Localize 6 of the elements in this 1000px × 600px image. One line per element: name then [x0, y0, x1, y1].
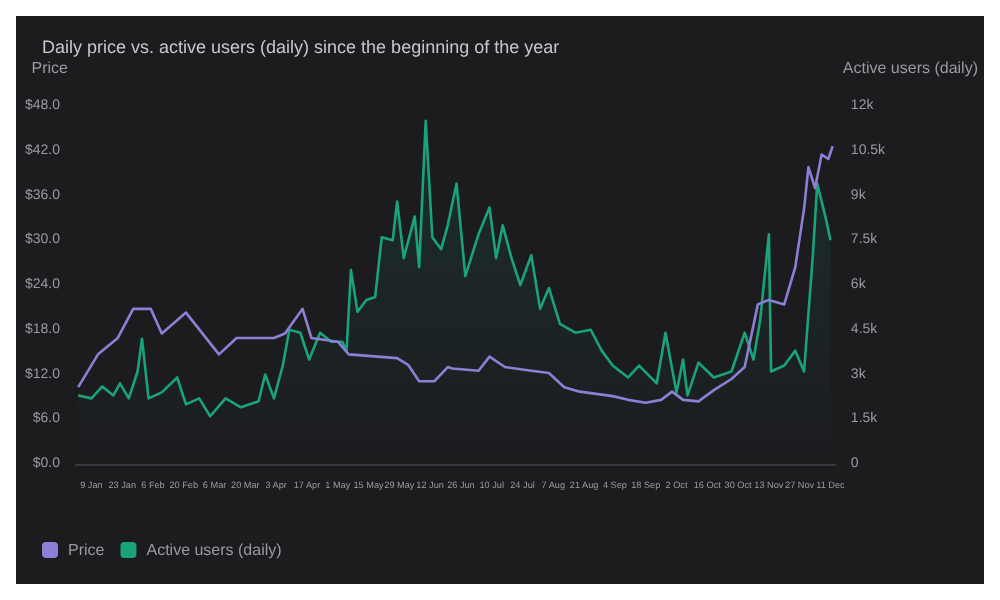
chart-title: Daily price vs. active users (daily) since the beginning of the year — [42, 37, 560, 57]
legend-label: Active users (daily) — [146, 541, 283, 559]
line-series — [76, 144, 834, 405]
y-axis-title: Price — [31, 59, 70, 77]
y2-axis-title: Active users (daily) — [842, 59, 979, 77]
legend-label: Price — [68, 541, 106, 559]
